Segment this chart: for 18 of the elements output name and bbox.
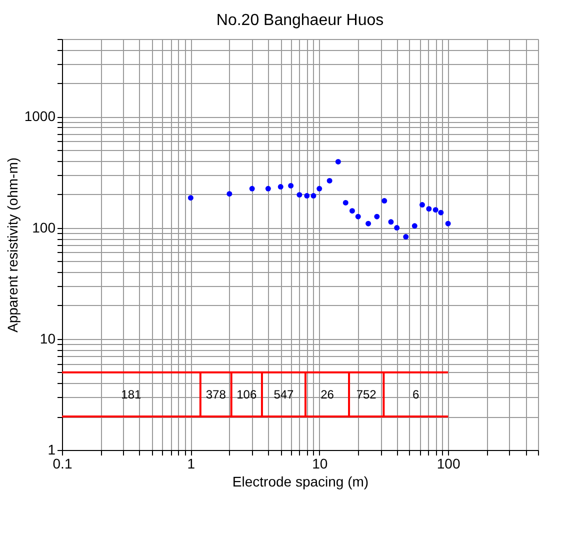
- x-axis-title: Electrode spacing (m): [232, 474, 369, 490]
- x-tick-label: 100: [436, 456, 460, 472]
- x-tick-label: 10: [312, 456, 328, 472]
- y-tick-label: 1000: [24, 108, 56, 124]
- y-tick-label: 10: [40, 330, 56, 346]
- annotation: 6: [412, 387, 420, 402]
- y-axis-title: Apparent resistivity (ohm-m): [4, 157, 20, 333]
- annotation: 106: [236, 387, 257, 402]
- annotation: 26: [320, 387, 334, 402]
- annotation: 181: [121, 387, 142, 402]
- x-tick-label: 1: [187, 456, 196, 472]
- annotation: 752: [356, 387, 377, 402]
- y-tick-label: 1: [48, 442, 56, 458]
- chart-title: No.20 Banghaeur Huos: [216, 12, 384, 29]
- y-tick-label: 100: [32, 219, 56, 236]
- annotation: 547: [274, 387, 294, 402]
- annotation: 378: [206, 387, 226, 402]
- x-tick-label: 0.1: [52, 456, 72, 472]
